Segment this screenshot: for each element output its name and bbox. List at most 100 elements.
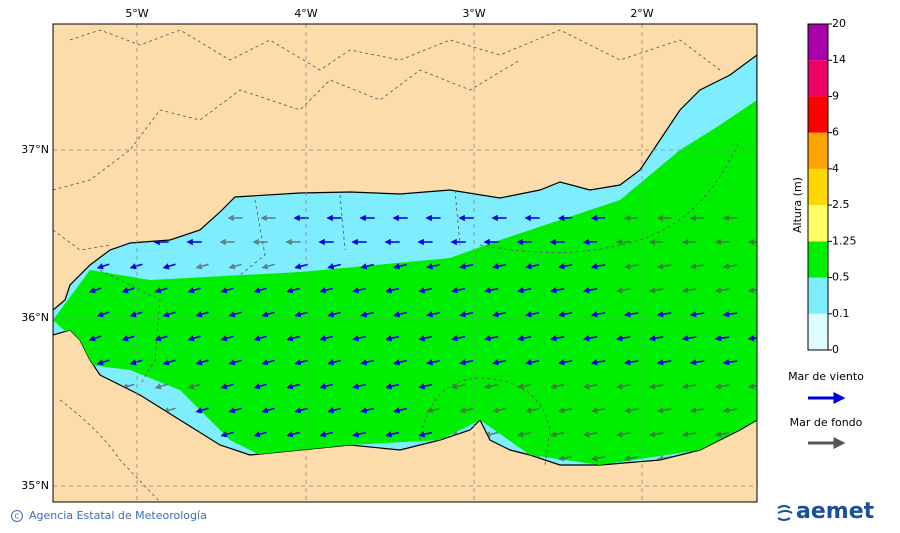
borders: [53, 29, 741, 502]
copyright-c: C: [15, 513, 20, 521]
wave-arrow: [590, 214, 606, 222]
wave-arrow: [590, 455, 606, 462]
legend-label: Mar de fondo: [790, 416, 863, 429]
lat-label: 37°N: [21, 143, 49, 156]
credit: Agencia Estatal de Meteorología: [29, 509, 207, 522]
wave-arrow: [582, 238, 598, 246]
wave-arrow: [656, 359, 672, 366]
wave-arrow: [327, 359, 341, 366]
wave-arrow: [162, 359, 176, 366]
wave-arrow: [615, 287, 631, 294]
lat-label: 36°N: [21, 311, 49, 324]
wave-arrow: [549, 335, 565, 342]
wave-arrow: [319, 335, 333, 342]
wave-arrow: [195, 407, 209, 414]
wave-arrow: [623, 263, 639, 270]
wave-arrow: [681, 335, 697, 342]
wave-zone: [53, 100, 757, 465]
wave-arrow: [319, 383, 333, 390]
wave-arrow: [96, 359, 110, 366]
wave-arrow: [451, 335, 466, 342]
wave-arrow: [681, 383, 697, 390]
wave-arrow: [451, 287, 466, 294]
wave-arrow: [623, 407, 639, 414]
wave-arrow: [319, 287, 333, 294]
wave-arrow: [747, 383, 757, 390]
map: [53, 24, 757, 502]
wave-arrow: [648, 335, 664, 342]
wave-arrow: [557, 455, 573, 462]
wave-arrow: [747, 287, 757, 294]
wave-arrow: [426, 311, 441, 318]
wave-arrow: [162, 263, 176, 270]
wave-arrow: [261, 359, 275, 366]
wave-arrow: [714, 383, 730, 390]
wave-arrow: [648, 383, 664, 390]
wave-arrow: [393, 359, 408, 366]
wave-arrow: [426, 263, 441, 270]
colorbar-tick-label: 9: [832, 89, 839, 102]
wave-arrow: [385, 335, 400, 342]
wave-arrow: [722, 359, 738, 366]
wave-arrow: [418, 383, 433, 390]
wave-arrow: [88, 335, 102, 342]
wave-arrow: [426, 359, 441, 366]
wave-arrow: [195, 263, 209, 270]
wave-arrow: [385, 383, 400, 390]
colorbar-segment: [808, 205, 828, 242]
wave-arrow: [352, 287, 367, 294]
colorbar-segment: [808, 241, 828, 278]
copyright-icon: [11, 510, 23, 522]
colorbar-title: Altura (m): [791, 177, 804, 233]
wave-arrow: [689, 359, 705, 366]
wave-arrow: [121, 383, 135, 390]
colorbar-segment: [808, 277, 828, 314]
wave-arrow: [590, 263, 606, 270]
logo-icon: [777, 505, 793, 521]
wave-arrow: [385, 431, 400, 438]
wave-arrow: [492, 359, 507, 366]
wave-arrow: [360, 359, 375, 366]
wave-arrow: [590, 311, 606, 318]
colorbar-segment: [808, 24, 828, 61]
wave-arrow: [228, 359, 242, 366]
wave-arrow: [516, 383, 532, 390]
colorbar-tick-label: 14: [832, 53, 846, 66]
wave-arrow: [228, 311, 242, 318]
wave-arrow: [459, 407, 474, 414]
wave-arrow: [261, 407, 275, 414]
wave-arrow: [319, 431, 333, 438]
wave-arrow: [261, 311, 275, 318]
wave-arrow: [516, 287, 532, 294]
wave-arrow: [722, 407, 738, 414]
wave-arrow: [418, 287, 433, 294]
wave-arrow: [154, 383, 168, 390]
wave-arrow: [195, 359, 209, 366]
wave-arrow: [557, 263, 573, 270]
wave-arrow: [623, 359, 639, 366]
wave-arrow: [722, 311, 738, 318]
wave-arrow: [121, 335, 135, 342]
colorbar-segment: [808, 60, 828, 97]
wave-arrow: [648, 431, 664, 438]
wave-arrow: [516, 335, 532, 342]
wave-arrow: [484, 287, 499, 294]
wave-arrow: [352, 383, 367, 390]
wave-arrow: [492, 263, 507, 270]
wave-arrow: [484, 335, 499, 342]
colorbar-tick-label: 6: [832, 126, 839, 139]
wave-arrow: [656, 263, 672, 270]
graticule: [53, 24, 757, 502]
wave-arrow: [261, 263, 275, 270]
wave-arrow: [582, 383, 598, 390]
colorbar-segment: [808, 132, 828, 169]
wave-arrow: [459, 263, 474, 270]
wave-arrow: [656, 311, 672, 318]
colorbar: 0 0.1 0.5 1.25 2.5 4 6 9 14 20: [807, 17, 857, 356]
wave-arrow: [524, 407, 540, 414]
wave-arrow: [88, 287, 102, 294]
wave-arrow: [352, 335, 367, 342]
wave-arrow: [582, 287, 598, 294]
legend-label: Mar de viento: [788, 370, 864, 383]
wave-arrow: [385, 287, 400, 294]
